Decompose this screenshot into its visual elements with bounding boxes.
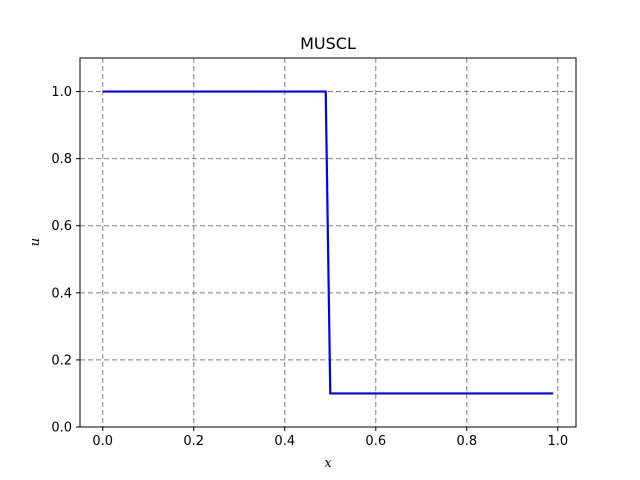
x-tick-label: 0.0 — [92, 434, 113, 449]
x-tick-label: 1.0 — [547, 434, 568, 449]
y-tick-label: 0.6 — [51, 219, 72, 234]
x-tick-label: 0.2 — [183, 434, 204, 449]
y-tick-label: 0.2 — [51, 353, 72, 368]
x-tick-label: 0.8 — [456, 434, 477, 449]
x-tick-label: 0.6 — [365, 434, 386, 449]
y-axis-label: u — [28, 238, 43, 246]
series-layer — [102, 90, 554, 395]
axes-frame — [79, 57, 577, 428]
x-tick-label: 0.4 — [274, 434, 295, 449]
chart-title: MUSCL — [300, 34, 356, 53]
series-line-u — [102, 90, 554, 395]
y-tick-label: 1.0 — [51, 85, 72, 100]
y-tick-label: 0.4 — [51, 286, 72, 301]
x-axis-label: x — [324, 456, 332, 471]
ticks: 0.0 0.2 0.4 0.6 0.8 1.0 0.0 0.2 0.4 0.6 0.8 1.0 — [51, 85, 568, 449]
y-tick-label: 0.8 — [51, 152, 72, 167]
y-tick-label: 0.0 — [51, 421, 72, 436]
